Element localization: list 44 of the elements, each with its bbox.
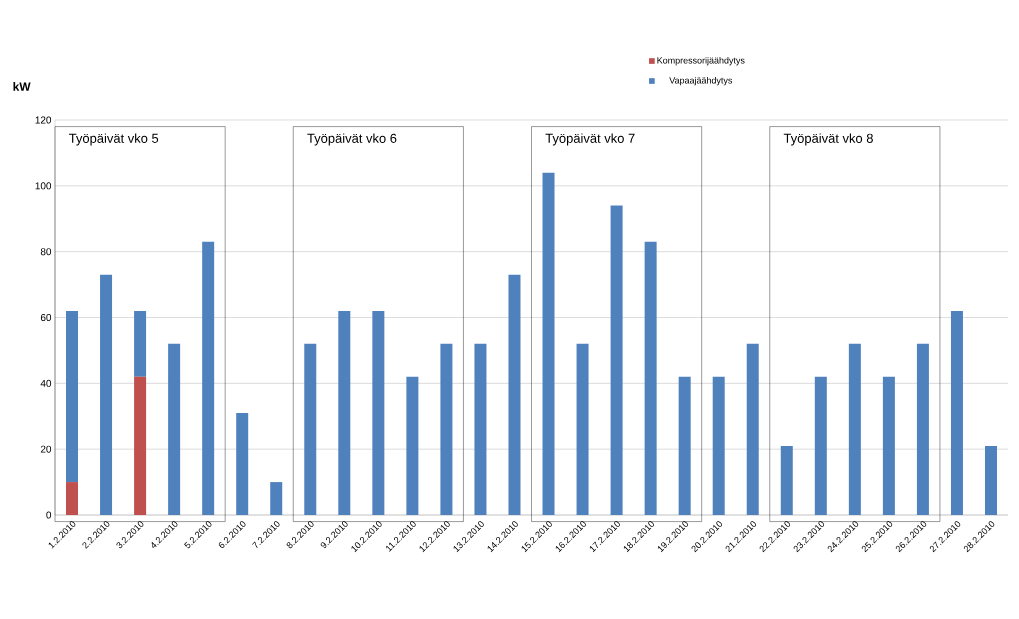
y-tick-label: 80 [40, 248, 52, 256]
bar [66, 310, 79, 483]
bar [576, 343, 589, 515]
bar [236, 412, 249, 515]
bar [508, 274, 521, 515]
bar [202, 241, 215, 515]
bar [338, 310, 351, 515]
bar [100, 274, 113, 515]
bar [304, 343, 317, 515]
y-tick-label: 40 [40, 379, 52, 387]
bar [848, 343, 861, 515]
legend-label: Vapaajäähdytys [669, 77, 733, 86]
bar [610, 205, 623, 515]
bar [644, 241, 657, 515]
annotation: Työpäivät vko 6 [307, 133, 397, 146]
y-axis-title: kW [13, 82, 31, 91]
bar [712, 376, 725, 515]
bar [780, 445, 793, 515]
y-tick-label: 120 [35, 116, 52, 124]
bar [134, 376, 147, 515]
bar [916, 343, 929, 515]
y-tick-label: 0 [46, 511, 52, 519]
y-tick-label: 60 [40, 313, 52, 322]
y-tick-label: 20 [40, 445, 52, 453]
bar [542, 172, 555, 515]
bar [746, 343, 759, 515]
bar [984, 445, 997, 515]
bar [372, 310, 385, 515]
bar [66, 482, 79, 515]
bar [814, 376, 827, 515]
y-tick-label: 100 [35, 182, 52, 190]
annotation: Työpäivät vko 7 [545, 133, 635, 146]
annotation: Työpäivät vko 8 [783, 133, 873, 146]
bar [882, 376, 895, 515]
bar [474, 343, 487, 515]
bar [270, 482, 283, 515]
bar [678, 376, 691, 515]
bar [950, 310, 963, 515]
bar [134, 310, 147, 377]
bar [168, 343, 181, 515]
bar [406, 376, 419, 515]
bar [440, 343, 453, 515]
legend-label: Kompressorijäähdytys [657, 57, 745, 66]
annotation: Työpäivät vko 5 [69, 133, 159, 146]
